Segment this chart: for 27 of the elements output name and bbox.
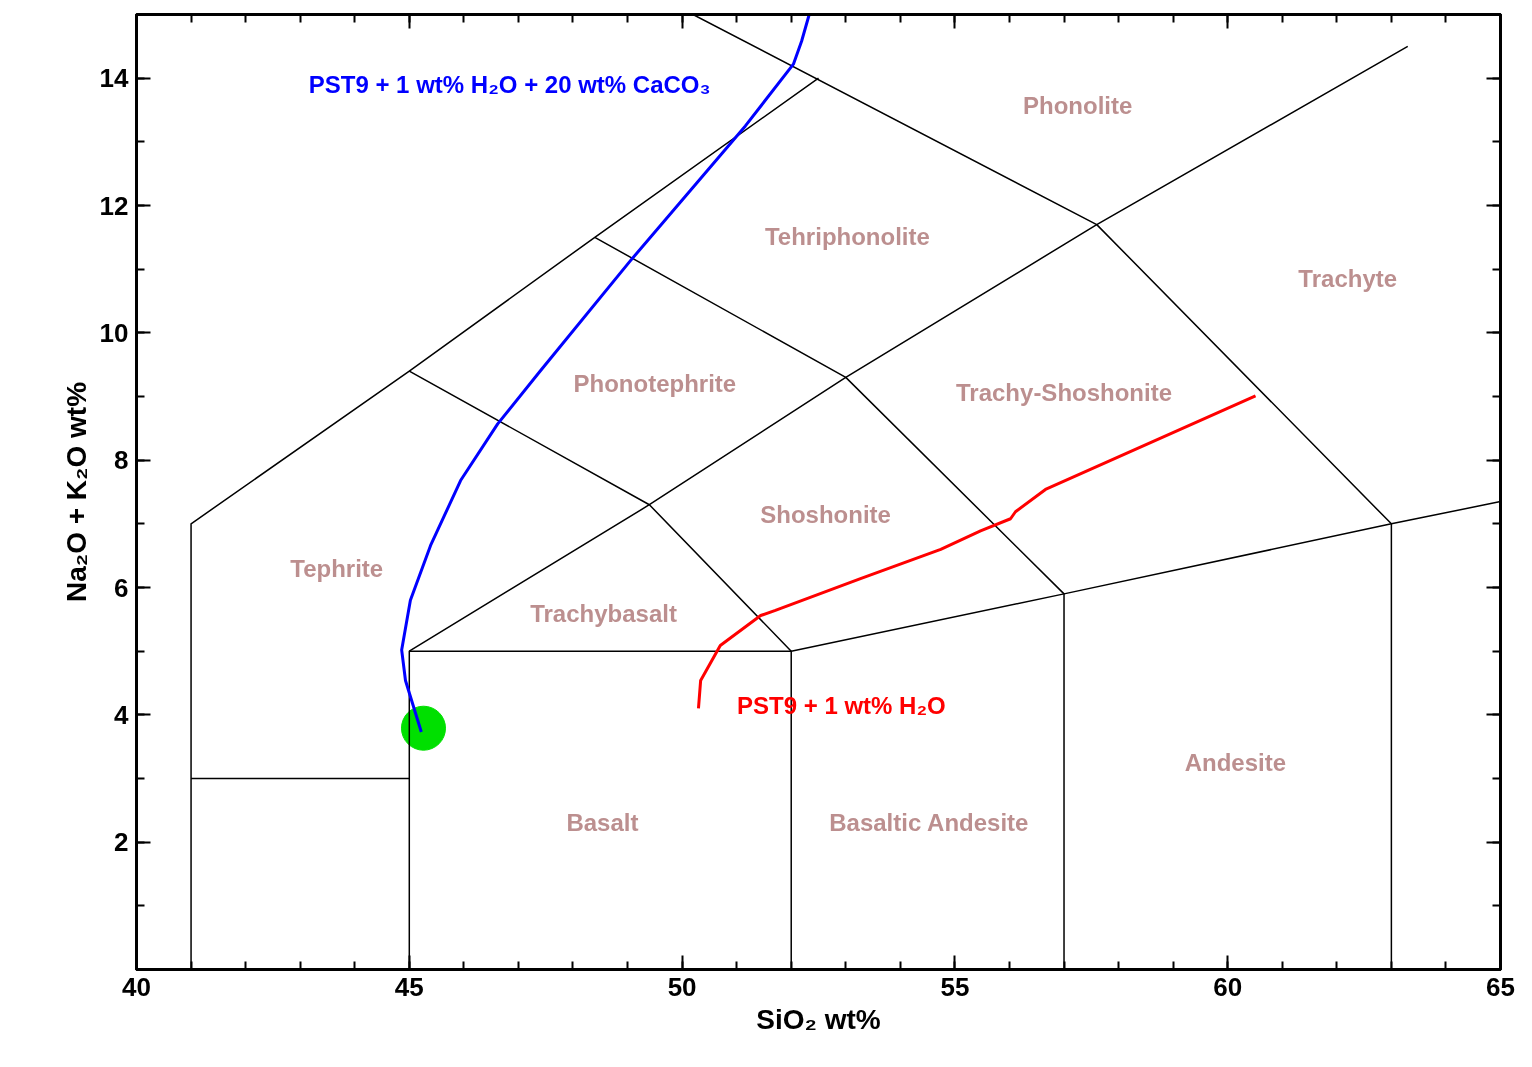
annotation: Trachyte <box>1298 264 1398 292</box>
annotation: Shoshonite <box>760 501 891 529</box>
annotation: Andesite <box>1184 749 1287 777</box>
x-axis-title: SiO₂ wt% <box>756 1003 881 1035</box>
y-tick-label: 8 <box>114 445 129 476</box>
y-tick-label: 2 <box>114 827 129 858</box>
y-tick-label: 10 <box>99 317 129 348</box>
x-tick-label: 45 <box>394 971 424 1002</box>
annotation: Basalt <box>566 808 639 836</box>
y-axis-title: Na₂O + K₂O wt% <box>60 381 92 603</box>
x-tick-label: 40 <box>122 971 151 1002</box>
y-tick-label: 14 <box>99 63 130 94</box>
x-tick-label: 60 <box>1213 971 1243 1002</box>
x-tick-label: 65 <box>1486 971 1515 1002</box>
y-tick-label: 6 <box>114 572 129 603</box>
x-tick-label: 50 <box>667 971 697 1002</box>
series-label: PST9 + 1 wt% H₂O + 20 wt% CaCO₃ <box>308 71 711 99</box>
annotation: Tehriphonolite <box>764 222 930 250</box>
annotation: Tephrite <box>290 554 384 582</box>
annotation: Basaltic Andesite <box>829 808 1029 836</box>
annotation: Trachybasalt <box>530 600 677 628</box>
annotation: Phonolite <box>1023 92 1133 120</box>
y-tick-label: 12 <box>99 190 129 221</box>
annotation: Phonotephrite <box>573 370 737 398</box>
y-tick-label: 4 <box>114 699 130 730</box>
annotation: Trachy-Shoshonite <box>956 378 1173 406</box>
x-tick-label: 55 <box>940 971 970 1002</box>
